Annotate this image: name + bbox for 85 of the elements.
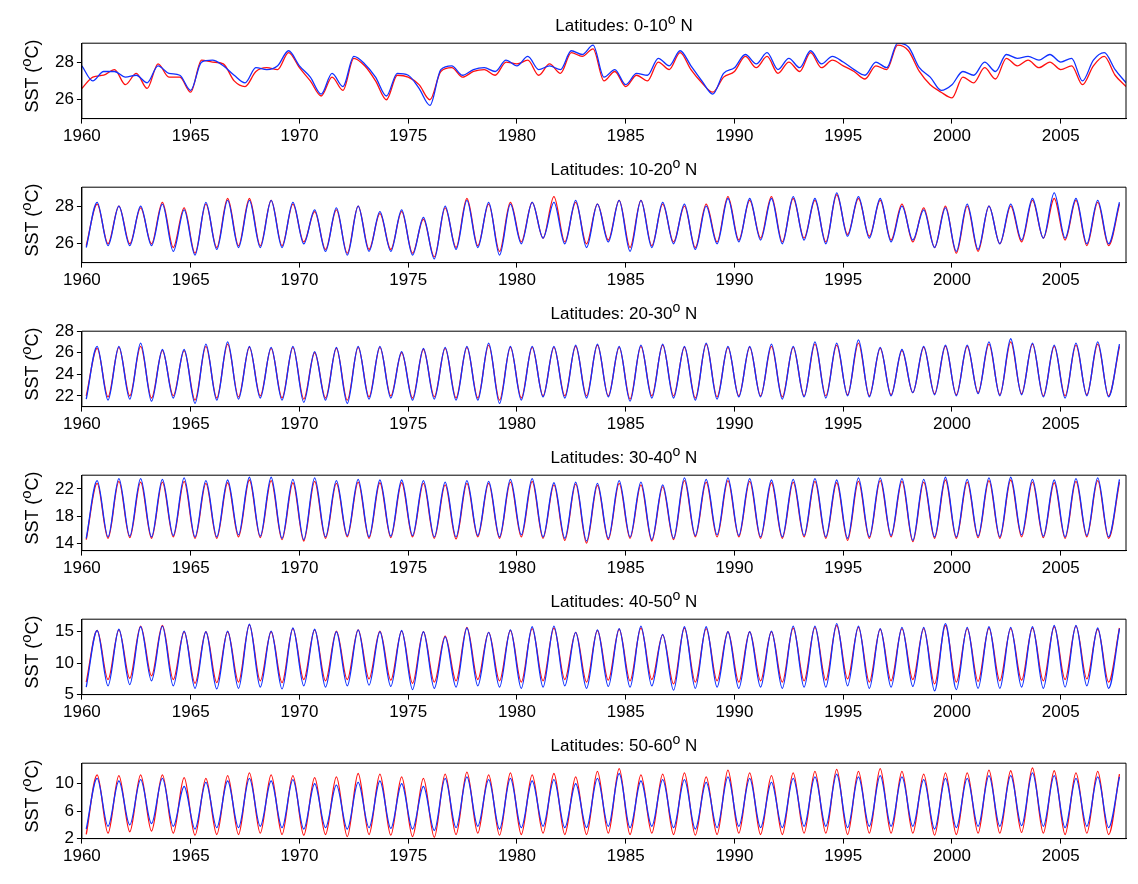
x-tick-label: 1985 — [606, 846, 645, 866]
x-tick-label: 1995 — [824, 270, 863, 290]
y-tick-label: 15 — [54, 621, 74, 641]
x-tick-label: 2000 — [933, 414, 971, 434]
x-tick-label: 1980 — [498, 126, 536, 146]
x-tick-label: 2000 — [933, 702, 971, 722]
y-tick-label: 18 — [54, 506, 74, 526]
y-tick-label: 22 — [54, 385, 74, 405]
chart-title: Latitudes: 0-10$^{o}$ N — [554, 10, 694, 37]
x-tick-label: 1965 — [171, 126, 210, 146]
y-tick-label: 28 — [54, 320, 74, 340]
x-tick-label: 1970 — [280, 414, 319, 434]
x-tick-label: 1960 — [63, 558, 101, 578]
x-tick-label: 2000 — [933, 558, 971, 578]
x-tick-label: 1985 — [606, 126, 645, 146]
x-tick-label: 1980 — [498, 702, 536, 722]
chart-title: Latitudes: 40-50$^{o}$ N — [549, 586, 699, 613]
x-tick-label: 1960 — [63, 846, 101, 866]
x-tick-label: 1960 — [63, 270, 101, 290]
x-tick-label: 1960 — [63, 702, 101, 722]
x-tick-label: 1995 — [824, 702, 863, 722]
x-tick-label: 2005 — [1041, 846, 1080, 866]
x-tick-label: 1990 — [715, 414, 754, 434]
y-tick-label: 5 — [64, 684, 74, 704]
x-tick-label: 1960 — [63, 126, 101, 146]
line-series — [85, 767, 1121, 838]
y-tick-label: 10 — [54, 773, 74, 793]
y-tick-label: 2 — [64, 828, 74, 848]
y-tick-label: 26 — [54, 89, 74, 109]
x-tick-label: 1990 — [715, 846, 754, 866]
y-tick-label: 26 — [54, 342, 74, 362]
x-tick-label: 1990 — [715, 270, 754, 290]
x-tick-label: 1995 — [824, 558, 863, 578]
x-tick-label: 2000 — [933, 846, 971, 866]
x-tick-label: 1975 — [389, 558, 428, 578]
x-tick-label: 1985 — [606, 558, 645, 578]
x-tick-label: 1975 — [389, 126, 428, 146]
x-tick-label: 1995 — [824, 126, 863, 146]
x-tick-label: 1975 — [389, 846, 428, 866]
x-tick-label: 1975 — [389, 270, 428, 290]
x-tick-label: 1990 — [715, 126, 754, 146]
x-tick-label: 1975 — [389, 414, 428, 434]
x-tick-label: 1975 — [389, 702, 428, 722]
x-tick-label: 1980 — [498, 414, 536, 434]
x-tick-label: 1990 — [715, 558, 754, 578]
x-tick-label: 1985 — [606, 270, 645, 290]
x-tick-label: 1980 — [498, 270, 536, 290]
x-tick-label: 1960 — [63, 414, 101, 434]
x-tick-label: 2005 — [1041, 270, 1080, 290]
chart-title: Latitudes: 30-40$^{o}$ N — [549, 442, 699, 469]
y-tick-label: 14 — [54, 533, 74, 553]
x-tick-label: 1970 — [280, 558, 319, 578]
y-tick-label: 28 — [54, 195, 74, 215]
x-tick-label: 1970 — [280, 846, 319, 866]
y-tick-label: 26 — [54, 233, 74, 253]
x-tick-label: 1965 — [171, 270, 210, 290]
y-tick-label: 10 — [54, 652, 74, 672]
x-tick-label: 1980 — [498, 846, 536, 866]
chart-title: Latitudes: 20-30$^{o}$ N — [549, 298, 699, 325]
x-tick-label: 2000 — [933, 126, 971, 146]
x-tick-label: 2005 — [1041, 558, 1080, 578]
x-tick-label: 1965 — [171, 702, 210, 722]
line-series — [85, 772, 1121, 832]
y-tick-label: 28 — [54, 51, 74, 71]
x-tick-label: 1970 — [280, 270, 319, 290]
x-tick-label: 1965 — [171, 846, 210, 866]
x-tick-label: 2005 — [1041, 414, 1080, 434]
x-tick-label: 1980 — [498, 558, 536, 578]
chart-title: Latitudes: 10-20$^{o}$ N — [549, 154, 699, 181]
y-tick-label: 24 — [54, 363, 74, 383]
x-tick-label: 1985 — [606, 414, 645, 434]
x-tick-label: 1970 — [280, 126, 319, 146]
x-tick-label: 1970 — [280, 702, 319, 722]
x-tick-label: 1995 — [824, 846, 863, 866]
x-tick-label: 2005 — [1041, 126, 1080, 146]
x-tick-label: 2000 — [933, 270, 971, 290]
x-tick-label: 1990 — [715, 702, 754, 722]
x-tick-label: 1965 — [171, 414, 210, 434]
y-tick-label: 6 — [64, 800, 74, 820]
x-tick-label: 1995 — [824, 414, 863, 434]
chart-title: Latitudes: 50-60$^{o}$ N — [549, 730, 699, 757]
x-tick-label: 2005 — [1041, 702, 1080, 722]
x-tick-label: 1965 — [171, 558, 210, 578]
y-tick-label: 22 — [54, 478, 74, 498]
x-tick-label: 1985 — [606, 702, 645, 722]
